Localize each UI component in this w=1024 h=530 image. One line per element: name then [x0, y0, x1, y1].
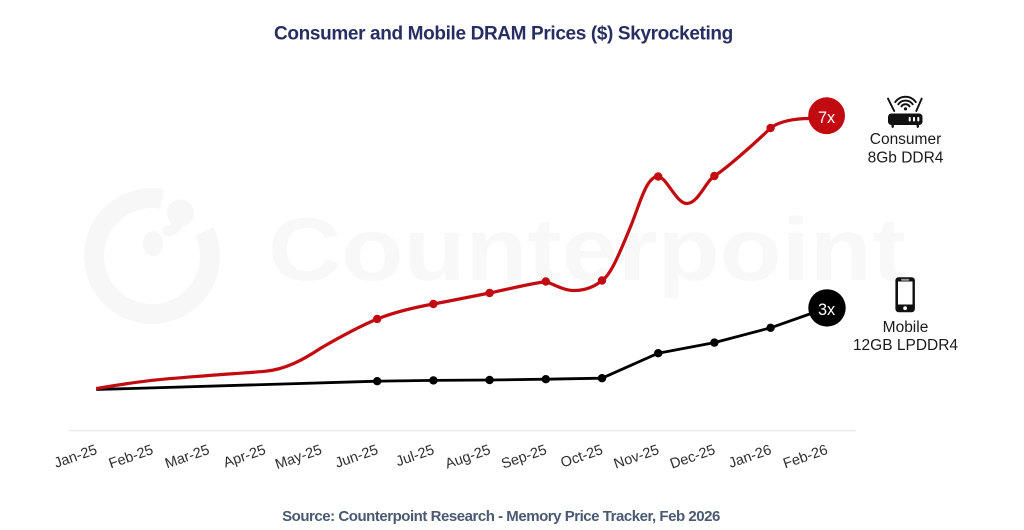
svg-text:Oct-25: Oct-25 — [559, 442, 605, 471]
svg-text:3x: 3x — [818, 301, 835, 319]
svg-text:Counterpoint: Counterpoint — [268, 201, 906, 300]
svg-text:Jan-26: Jan-26 — [727, 442, 774, 472]
svg-text:Consumer and Mobile DRAM Price: Consumer and Mobile DRAM Prices ($) Skyr… — [274, 24, 733, 45]
svg-text:12GB LPDDR4: 12GB LPDDR4 — [853, 337, 958, 354]
svg-text:Jan-25: Jan-25 — [52, 442, 99, 472]
svg-text:Sep-25: Sep-25 — [499, 442, 548, 472]
svg-text:Feb-25: Feb-25 — [107, 442, 156, 472]
svg-text:Source: Counterpoint Research: Source: Counterpoint Research - Memory P… — [282, 508, 720, 525]
svg-text:Dec-25: Dec-25 — [668, 442, 717, 472]
svg-text:Apr-25: Apr-25 — [222, 442, 268, 471]
svg-text:Consumer: Consumer — [870, 131, 942, 148]
svg-text:Nov-25: Nov-25 — [612, 442, 661, 472]
svg-text:Jul-25: Jul-25 — [394, 442, 437, 470]
svg-text:Aug-25: Aug-25 — [443, 442, 492, 472]
svg-text:Feb-26: Feb-26 — [781, 442, 830, 472]
svg-text:Mar-25: Mar-25 — [163, 442, 212, 472]
svg-text:Jun-25: Jun-25 — [333, 442, 380, 472]
svg-text:8Gb DDR4: 8Gb DDR4 — [868, 150, 944, 167]
svg-text:Mobile: Mobile — [883, 319, 929, 336]
svg-text:May-25: May-25 — [273, 442, 324, 473]
svg-text:7x: 7x — [818, 109, 835, 127]
